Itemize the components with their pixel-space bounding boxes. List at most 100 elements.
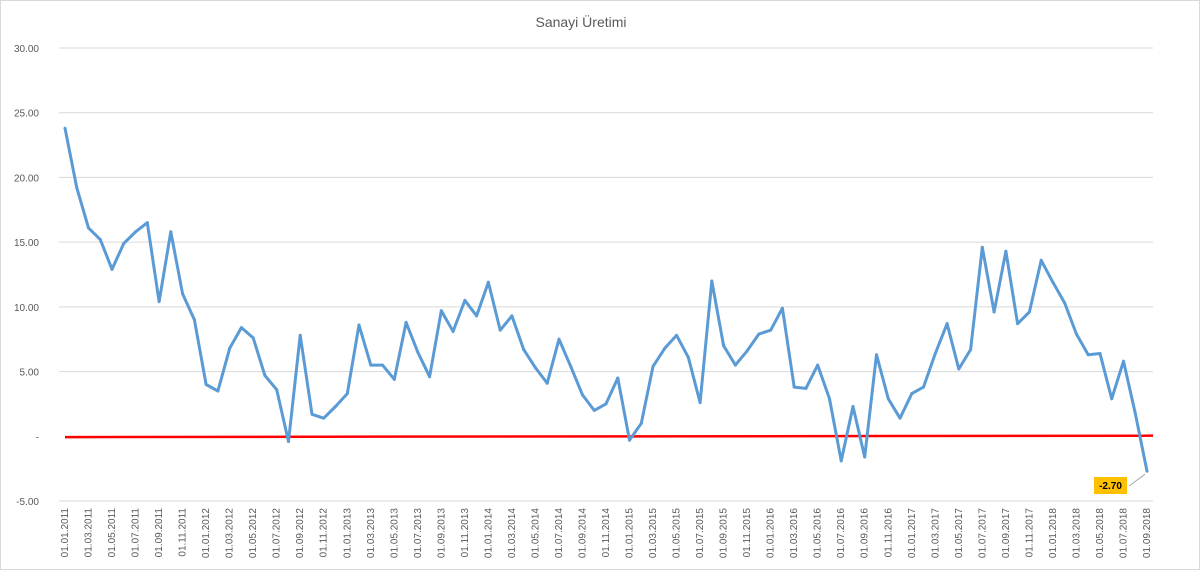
data-point [1098, 351, 1102, 355]
data-point [816, 363, 820, 367]
data-point [580, 393, 584, 397]
x-tick-label: 01.09.2011 [154, 508, 165, 558]
data-point [475, 314, 479, 318]
x-tick-label: 01.01.2011 [60, 508, 71, 558]
x-tick-label: 01.01.2016 [766, 508, 777, 558]
data-point [545, 381, 549, 385]
data-point [980, 245, 984, 249]
data-point [745, 349, 749, 353]
data-point [63, 126, 67, 130]
data-point [851, 405, 855, 409]
data-point [98, 238, 102, 242]
x-tick-label: 01.09.2016 [860, 508, 871, 558]
x-tick-label: 01.05.2013 [389, 508, 400, 558]
x-tick-label: 01.03.2018 [1071, 508, 1082, 558]
x-tick-label: 01.11.2011 [178, 508, 189, 557]
data-point [863, 455, 867, 459]
x-tick-label: 01.03.2012 [225, 508, 236, 558]
data-point [416, 350, 420, 354]
data-point [557, 337, 561, 341]
data-point [804, 386, 808, 390]
data-point [286, 439, 290, 443]
data-point [886, 397, 890, 401]
data-point [157, 300, 161, 304]
data-point [1004, 249, 1008, 253]
data-point [686, 355, 690, 359]
data-series [63, 126, 1149, 473]
x-tick-label: 01.05.2016 [813, 508, 824, 558]
data-point [675, 333, 679, 337]
data-point [733, 363, 737, 367]
x-tick-label: 01.05.2012 [248, 508, 259, 558]
zero-reference-line [64, 434, 1154, 439]
data-point [498, 328, 502, 332]
data-point [251, 336, 255, 340]
data-point [1039, 258, 1043, 262]
data-point [1145, 469, 1149, 473]
data-point [439, 309, 443, 313]
data-point [451, 329, 455, 333]
x-tick-label: 01.03.2011 [84, 508, 95, 558]
data-callout: -2.70 [1094, 473, 1146, 494]
data-point [345, 392, 349, 396]
data-point [945, 322, 949, 326]
x-tick-label: 01.11.2013 [460, 508, 471, 558]
x-tick-label: 01.01.2018 [1048, 508, 1059, 558]
data-point [663, 346, 667, 350]
data-point [145, 221, 149, 225]
x-tick-label: 01.05.2014 [530, 508, 541, 558]
x-tick-label: 01.05.2018 [1095, 508, 1106, 558]
x-tick-label: 01.07.2015 [695, 508, 706, 558]
data-point [169, 230, 173, 234]
data-point [898, 416, 902, 420]
x-tick-label: 01.03.2014 [507, 508, 518, 558]
data-point [969, 348, 973, 352]
x-tick-label: 01.11.2017 [1024, 508, 1035, 558]
y-tick-label: 15.00 [14, 238, 39, 249]
x-tick-label: 01.01.2013 [342, 508, 353, 558]
data-point [486, 280, 490, 284]
data-point [357, 323, 361, 327]
data-point [310, 412, 314, 416]
data-point [204, 383, 208, 387]
data-point [463, 298, 467, 302]
data-point [992, 310, 996, 314]
data-point [1133, 411, 1137, 415]
data-point [780, 306, 784, 310]
data-point [604, 402, 608, 406]
y-tick-label: 20.00 [14, 173, 39, 184]
data-point [910, 392, 914, 396]
data-point [192, 318, 196, 322]
reference-line [64, 434, 1154, 439]
x-tick-label: 01.07.2011 [131, 508, 142, 558]
y-tick-label: 25.00 [14, 109, 39, 120]
chart-title: Sanayi Üretimi [535, 13, 626, 30]
x-tick-label: 01.09.2015 [719, 508, 730, 558]
x-tick-label: 01.01.2012 [201, 508, 212, 558]
x-tick-label: 01.07.2016 [836, 508, 847, 558]
callout-box [1094, 477, 1127, 494]
data-point [1016, 322, 1020, 326]
data-point [228, 346, 232, 350]
x-tick-label: 01.01.2014 [483, 508, 494, 558]
x-tick-label: 01.11.2015 [742, 508, 753, 558]
data-point [651, 364, 655, 368]
data-point [239, 326, 243, 330]
data-point [1051, 280, 1055, 284]
data-point [392, 377, 396, 381]
x-tick-label: 01.03.2013 [366, 508, 377, 558]
data-point [769, 328, 773, 332]
x-tick-label: 01.01.2017 [907, 508, 918, 558]
callout-label: -2.70 [1099, 481, 1122, 492]
data-point [710, 279, 714, 283]
data-point [628, 438, 632, 442]
x-tick-label: 01.05.2011 [107, 508, 118, 558]
x-tick-label: 01.11.2012 [319, 508, 330, 558]
x-tick-label: 01.09.2018 [1142, 508, 1153, 558]
data-point [875, 353, 878, 357]
data-point [404, 320, 408, 324]
gridlines [59, 47, 1153, 502]
y-axis-tick-labels: 30.00 25.00 20.00 15.00 10.00 5.00 - -5.00 [14, 44, 39, 508]
data-point [122, 241, 126, 245]
